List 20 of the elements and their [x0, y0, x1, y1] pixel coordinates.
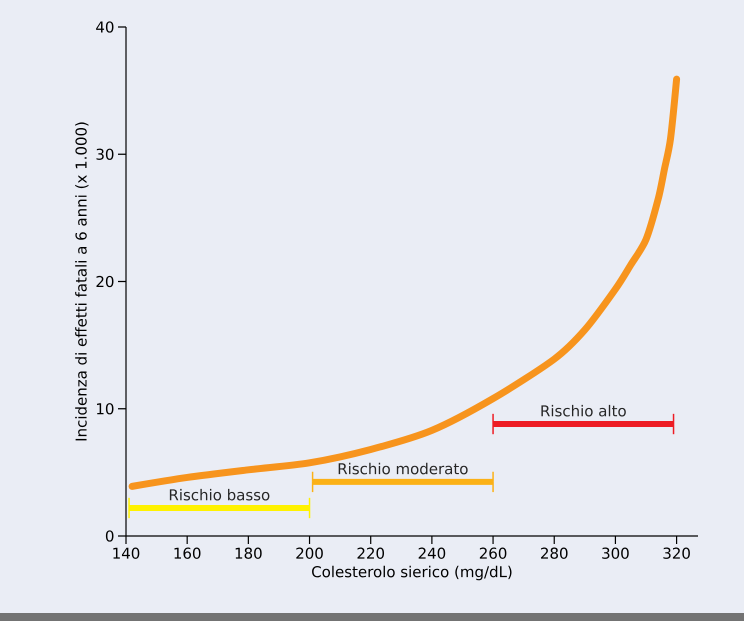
- x-tick-label: 180: [236, 548, 262, 559]
- x-axis-title: Colesterolo sierico (mg/dL): [312, 566, 512, 580]
- x-tick-label: 200: [296, 548, 323, 559]
- x-tick-label: 260: [480, 548, 506, 559]
- x-tick-label: 220: [357, 548, 384, 559]
- x-tick-label: 140: [113, 548, 140, 559]
- x-tick-label: 320: [663, 548, 690, 559]
- x-tick-label: 280: [541, 548, 568, 559]
- x-tick-label: 240: [418, 548, 446, 559]
- y-tick-label: 0: [106, 530, 114, 542]
- y-axis-title: Incidenza di effetti fatali a 6 anni (x 1.000): [75, 122, 89, 440]
- x-tick-label: 160: [174, 548, 200, 559]
- y-tick-label: 20: [96, 276, 114, 288]
- y-tick-label: 40: [96, 21, 114, 33]
- y-tick-label: 10: [97, 403, 114, 414]
- series-label: Rischio moderato: [338, 462, 468, 474]
- x-tick-label: 300: [602, 548, 629, 559]
- series-label: Rischio alto: [541, 404, 626, 416]
- series-label: Rischio basso: [170, 488, 270, 500]
- y-tick-label: 30: [96, 148, 114, 160]
